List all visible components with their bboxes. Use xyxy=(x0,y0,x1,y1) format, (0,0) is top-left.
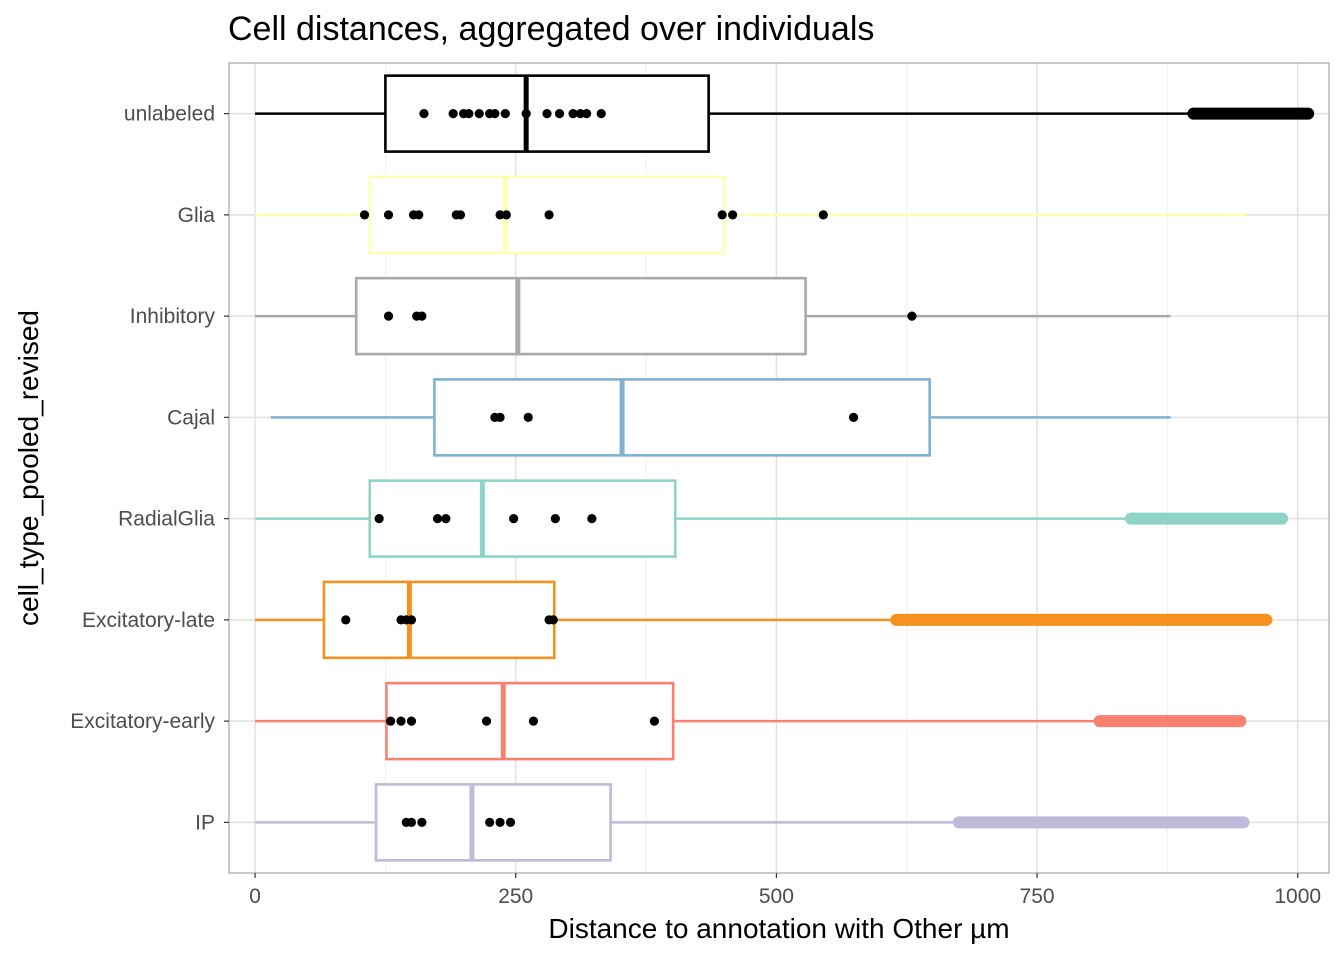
y-tick-label: Excitatory-early xyxy=(70,710,215,733)
box-Excitatory-early xyxy=(255,681,1247,761)
chart-title: Cell distances, aggregated over individu… xyxy=(228,10,874,48)
x-tick-label: 1000 xyxy=(1274,885,1321,908)
x-axis: 0 250 500 750 1000 xyxy=(249,873,1321,908)
data-point xyxy=(818,210,828,220)
y-tick-label: unlabeled xyxy=(124,103,215,126)
data-point xyxy=(550,514,560,524)
data-point xyxy=(528,716,539,726)
data-point xyxy=(728,210,738,220)
data-point xyxy=(544,210,554,220)
y-tick-label: Excitatory-late xyxy=(82,609,215,632)
data-point xyxy=(521,109,531,119)
y-tick-label: Inhibitory xyxy=(130,305,216,328)
data-point xyxy=(374,514,384,524)
data-point xyxy=(505,817,516,827)
data-point xyxy=(587,514,597,524)
data-point xyxy=(386,716,396,726)
data-point xyxy=(495,817,505,827)
data-point xyxy=(495,412,505,422)
y-tick-label: Glia xyxy=(178,204,216,227)
data-point xyxy=(396,716,406,726)
y-axis-title: cell_type_pooled_revised xyxy=(13,310,44,626)
data-point xyxy=(406,817,417,827)
y-tick-label: IP xyxy=(195,811,215,834)
data-point xyxy=(417,311,427,321)
data-point xyxy=(568,109,578,119)
data-point xyxy=(419,109,429,119)
data-point xyxy=(417,817,427,827)
data-point xyxy=(406,716,417,726)
data-point xyxy=(500,109,510,119)
data-point xyxy=(485,817,495,827)
data-point xyxy=(448,109,458,119)
y-axis: unlabeled Glia Inhibitory Cajal RadialGlia Ex… xyxy=(70,103,229,834)
data-point xyxy=(554,109,565,119)
data-point xyxy=(464,109,474,119)
data-point xyxy=(848,412,859,422)
x-tick-label: 250 xyxy=(498,885,533,908)
data-point xyxy=(649,716,660,726)
data-point xyxy=(582,109,592,119)
data-point xyxy=(501,210,511,220)
y-tick-label: Cajal xyxy=(167,406,215,429)
box-Cajal xyxy=(270,378,1171,457)
data-point xyxy=(548,615,558,625)
data-point xyxy=(509,514,519,524)
data-point xyxy=(341,615,351,625)
data-point xyxy=(596,109,606,119)
data-point xyxy=(406,615,417,625)
y-tick-label: RadialGlia xyxy=(118,508,215,531)
data-point xyxy=(523,412,533,422)
data-point xyxy=(542,109,552,119)
data-point xyxy=(359,210,370,220)
x-tick-label: 0 xyxy=(249,885,261,908)
data-point xyxy=(414,210,424,220)
box-Inhibitory xyxy=(255,276,1171,356)
box-Glia xyxy=(255,175,1246,255)
data-point xyxy=(717,210,727,220)
box-RadialGlia xyxy=(255,479,1289,558)
x-tick-label: 750 xyxy=(1020,885,1055,908)
box-iqr xyxy=(354,276,807,356)
data-point xyxy=(474,109,484,119)
data-point xyxy=(383,311,394,321)
box-iqr xyxy=(368,479,677,558)
plot-panel xyxy=(228,62,1330,874)
data-point xyxy=(481,716,492,726)
data-point xyxy=(383,210,394,220)
panel-border xyxy=(228,62,1330,874)
box-Excitatory-late xyxy=(255,580,1273,660)
x-axis-title: Distance to annotation with Other µm xyxy=(548,913,1009,944)
x-tick-label: 500 xyxy=(759,885,794,908)
box-iqr xyxy=(322,580,556,660)
data-point xyxy=(432,514,443,524)
data-point xyxy=(907,311,917,321)
box-iqr xyxy=(433,378,931,457)
data-point xyxy=(490,109,500,119)
data-point xyxy=(455,210,466,220)
box-unlabeled xyxy=(255,74,1315,153)
data-point xyxy=(441,514,451,524)
box-IP xyxy=(255,783,1250,862)
